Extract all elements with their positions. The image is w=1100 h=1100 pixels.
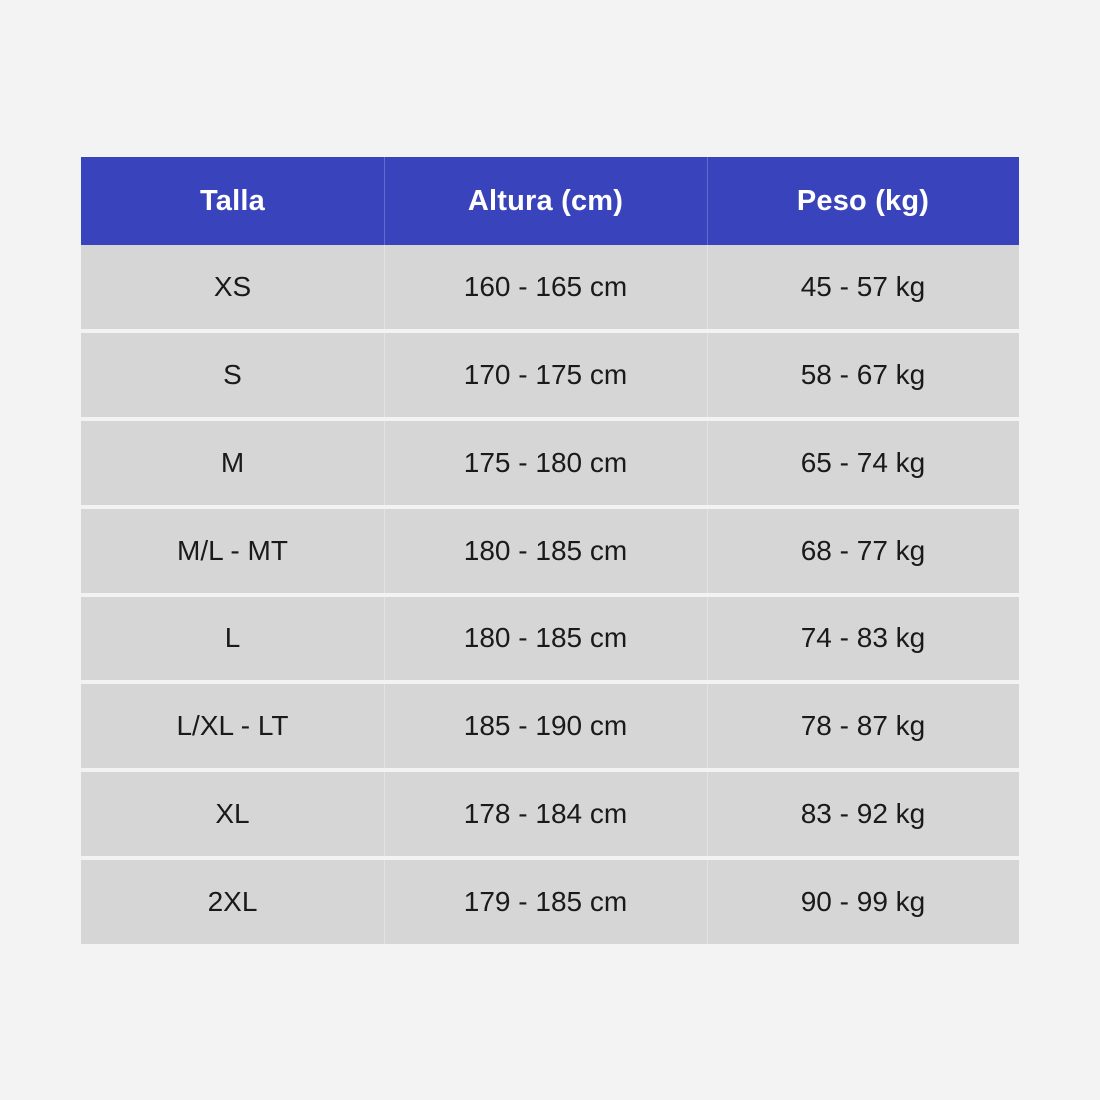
cell-altura: 180 - 185 cm bbox=[384, 508, 707, 593]
cell-value: 78 - 87 kg bbox=[800, 710, 926, 742]
cell-value: XL bbox=[215, 798, 250, 830]
cell-altura: 170 - 175 cm bbox=[384, 332, 707, 417]
cell-peso: 65 - 74 kg bbox=[707, 420, 1019, 505]
cell-value: 178 - 184 cm bbox=[463, 798, 628, 830]
cell-value: 180 - 185 cm bbox=[463, 622, 628, 654]
cell-talla: L bbox=[81, 597, 384, 681]
column-header-label: Peso (kg) bbox=[796, 184, 930, 217]
cell-value: XS bbox=[213, 270, 252, 302]
cell-peso: 78 - 87 kg bbox=[707, 684, 1019, 769]
table-row: XL 178 - 184 cm 83 - 92 kg bbox=[81, 772, 1019, 861]
cell-altura: 185 - 190 cm bbox=[384, 684, 707, 769]
cell-peso: 68 - 77 kg bbox=[707, 508, 1019, 593]
cell-value: 175 - 180 cm bbox=[463, 446, 628, 478]
cell-value: 58 - 67 kg bbox=[800, 358, 926, 390]
table-row: L/XL - LT 185 - 190 cm 78 - 87 kg bbox=[81, 684, 1019, 773]
cell-altura: 160 - 165 cm bbox=[384, 245, 707, 329]
cell-value: 185 - 190 cm bbox=[463, 710, 628, 742]
cell-altura: 175 - 180 cm bbox=[384, 420, 707, 505]
cell-value: 160 - 165 cm bbox=[463, 270, 628, 302]
column-header-peso: Peso (kg) bbox=[707, 157, 1019, 245]
table-row: 2XL 179 - 185 cm 90 - 99 kg bbox=[81, 860, 1019, 944]
cell-talla: XL bbox=[81, 772, 384, 856]
column-header-label: Altura (cm) bbox=[467, 184, 624, 217]
column-header-talla: Talla bbox=[81, 157, 384, 245]
table-row: XS 160 - 165 cm 45 - 57 kg bbox=[81, 245, 1019, 333]
cell-value: M/L - MT bbox=[177, 534, 288, 566]
table-header-row: Talla Altura (cm) Peso (kg) bbox=[81, 157, 1019, 245]
cell-altura: 180 - 185 cm bbox=[384, 596, 707, 681]
cell-value: 68 - 77 kg bbox=[800, 534, 926, 566]
cell-value: L bbox=[224, 622, 241, 654]
cell-altura: 178 - 184 cm bbox=[384, 772, 707, 857]
cell-value: L/XL - LT bbox=[176, 710, 289, 742]
cell-talla: M bbox=[81, 421, 384, 505]
cell-value: 45 - 57 kg bbox=[800, 270, 926, 302]
cell-peso: 58 - 67 kg bbox=[707, 332, 1019, 417]
cell-value: 2XL bbox=[207, 886, 258, 918]
cell-value: 180 - 185 cm bbox=[463, 534, 628, 566]
cell-value: M bbox=[220, 446, 245, 478]
cell-talla: S bbox=[81, 333, 384, 417]
size-chart-table: Talla Altura (cm) Peso (kg) XS 160 - 165… bbox=[81, 157, 1019, 944]
cell-talla: 2XL bbox=[81, 860, 384, 944]
cell-value: S bbox=[223, 358, 242, 390]
cell-talla: XS bbox=[81, 245, 384, 329]
cell-peso: 45 - 57 kg bbox=[707, 245, 1019, 329]
cell-talla: L/XL - LT bbox=[81, 684, 384, 768]
table-row: L 180 - 185 cm 74 - 83 kg bbox=[81, 596, 1019, 685]
table-row: M/L - MT 180 - 185 cm 68 - 77 kg bbox=[81, 508, 1019, 597]
cell-value: 74 - 83 kg bbox=[800, 622, 926, 654]
cell-value: 179 - 185 cm bbox=[463, 886, 628, 918]
table-row: S 170 - 175 cm 58 - 67 kg bbox=[81, 332, 1019, 421]
table-row: M 175 - 180 cm 65 - 74 kg bbox=[81, 420, 1019, 509]
column-header-label: Talla bbox=[200, 184, 265, 217]
column-header-altura: Altura (cm) bbox=[384, 157, 707, 245]
cell-value: 170 - 175 cm bbox=[463, 358, 628, 390]
cell-talla: M/L - MT bbox=[81, 509, 384, 593]
cell-peso: 74 - 83 kg bbox=[707, 596, 1019, 681]
cell-value: 90 - 99 kg bbox=[800, 886, 926, 918]
cell-value: 65 - 74 kg bbox=[800, 446, 926, 478]
cell-value: 83 - 92 kg bbox=[800, 798, 926, 830]
table-body: XS 160 - 165 cm 45 - 57 kg S 170 - 175 c… bbox=[81, 245, 1019, 944]
cell-peso: 90 - 99 kg bbox=[707, 860, 1019, 944]
cell-peso: 83 - 92 kg bbox=[707, 772, 1019, 857]
cell-altura: 179 - 185 cm bbox=[384, 860, 707, 944]
